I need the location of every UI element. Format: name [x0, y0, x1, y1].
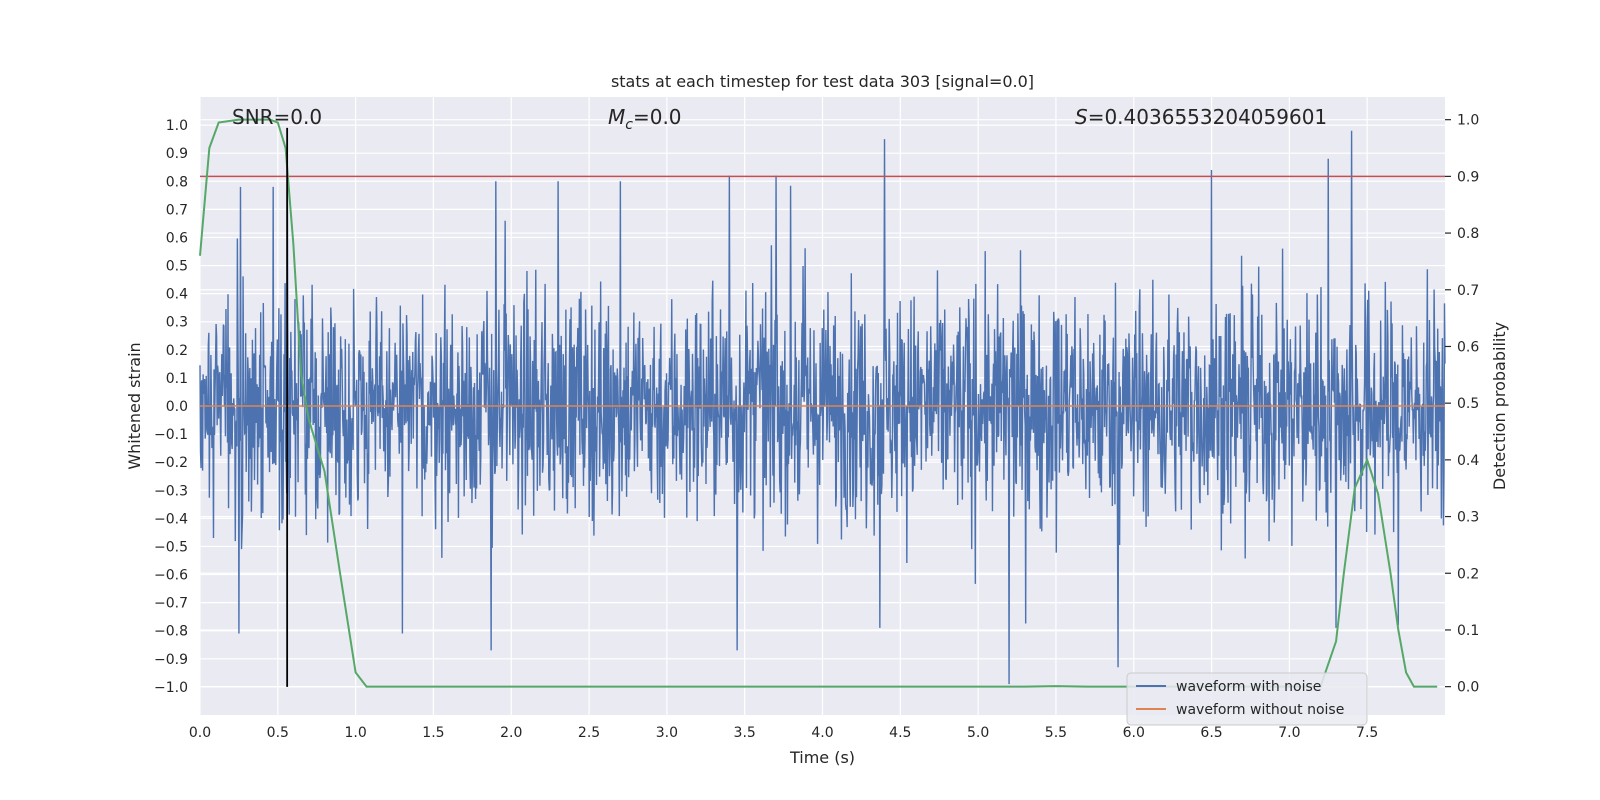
- mc-symbol: M: [608, 105, 625, 129]
- y-tick-label: 0.5: [166, 259, 188, 275]
- legend-label-clean: waveform without noise: [1176, 702, 1344, 718]
- s-symbol: S: [1075, 105, 1088, 129]
- y2-tick-label: 0.2: [1457, 566, 1479, 582]
- snr-annotation: SNR=0.0: [232, 105, 322, 129]
- y2-tick-label: 0.6: [1457, 339, 1479, 355]
- y-tick-label: 0.6: [166, 230, 188, 246]
- x-tick-label: 6.5: [1200, 725, 1222, 741]
- x-tick-label: 0.5: [267, 725, 289, 741]
- x-tick-label: 5.5: [1045, 725, 1067, 741]
- y-tick-label: 0.7: [166, 202, 188, 218]
- x-axis-ticks: 0.0 0.5 1.0 1.5 2.0 2.5 3.0 3.5 4.0 4.5 5.0 5.5 6.0 6…: [189, 725, 1378, 741]
- y2-tick-label: 1.0: [1457, 113, 1479, 129]
- y-tick-label: −0.7: [154, 596, 188, 612]
- y2-tick-label: 0.3: [1457, 510, 1479, 526]
- y-axis-ticks: 1.0 0.9 0.8 0.7 0.6 0.5 0.4 0.3 0.2 0.1 0.0 −0.1 −0.…: [154, 118, 188, 696]
- y-tick-label: 0.0: [166, 399, 188, 415]
- y-tick-label: −0.5: [154, 539, 188, 555]
- y-tick-label: −0.1: [154, 427, 188, 443]
- y-tick-label: −0.2: [154, 455, 188, 471]
- y2-tick-label: 0.1: [1457, 623, 1479, 639]
- y2-axis-ticks: 1.0 0.9 0.8 0.7 0.6 0.5 0.4 0.3 0.2 0.1 0.0: [1445, 113, 1479, 696]
- y-tick-label: −0.3: [154, 483, 188, 499]
- mc-value: =0.0: [633, 105, 682, 129]
- mc-subscript: c: [625, 117, 633, 133]
- y2-tick-label: 0.9: [1457, 169, 1479, 185]
- x-tick-label: 4.5: [889, 725, 911, 741]
- y-tick-label: −0.8: [154, 624, 188, 640]
- y2-tick-label: 0.0: [1457, 680, 1479, 696]
- y-tick-label: 1.0: [166, 118, 188, 134]
- x-tick-label: 2.0: [500, 725, 522, 741]
- x-tick-label: 7.0: [1278, 725, 1300, 741]
- y-tick-label: 0.9: [166, 146, 188, 162]
- legend: waveform with noise waveform without noi…: [1126, 672, 1368, 726]
- y-tick-label: −1.0: [154, 680, 188, 696]
- y2-tick-label: 0.7: [1457, 283, 1479, 299]
- probability-line: [199, 118, 1438, 688]
- series-detection-probability: [199, 118, 1438, 688]
- x-tick-label: 1.5: [422, 725, 444, 741]
- y-tick-label: 0.1: [166, 371, 188, 387]
- x-tick-label: 7.5: [1356, 725, 1378, 741]
- chart-title: stats at each timestep for test data 303…: [611, 72, 1034, 91]
- legend-box: [1126, 672, 1368, 726]
- y2-tick-label: 0.4: [1457, 453, 1479, 469]
- y-tick-label: −0.9: [154, 652, 188, 668]
- y2-tick-label: 0.8: [1457, 226, 1479, 242]
- y-axis-label: Whitened strain: [125, 342, 144, 469]
- y-tick-label: 0.8: [166, 174, 188, 190]
- x-axis-label: Time (s): [789, 748, 855, 767]
- series-waveform-with-noise: [199, 130, 1446, 685]
- x-tick-label: 0.0: [189, 725, 211, 741]
- x-tick-label: 2.5: [578, 725, 600, 741]
- y-tick-label: −0.4: [154, 511, 188, 527]
- x-tick-label: 4.0: [811, 725, 833, 741]
- x-tick-label: 3.5: [734, 725, 756, 741]
- x-tick-label: 6.0: [1123, 725, 1145, 741]
- s-annotation: S=0.4036553204059601: [1075, 105, 1327, 129]
- mc-annotation: Mc=0.0: [608, 105, 682, 133]
- x-tick-label: 1.0: [344, 725, 366, 741]
- legend-label-noise: waveform with noise: [1176, 679, 1321, 695]
- noise-line: [199, 130, 1446, 685]
- y-tick-label: −0.6: [154, 568, 188, 584]
- y2-axis-label: Detection probability: [1490, 322, 1509, 490]
- x-tick-label: 5.0: [967, 725, 989, 741]
- y-tick-label: 0.2: [166, 343, 188, 359]
- y2-tick-label: 0.5: [1457, 396, 1479, 412]
- x-tick-label: 3.0: [656, 725, 678, 741]
- y-tick-label: 0.4: [166, 287, 188, 303]
- s-value: =0.4036553204059601: [1088, 105, 1327, 129]
- y-tick-label: 0.3: [166, 315, 188, 331]
